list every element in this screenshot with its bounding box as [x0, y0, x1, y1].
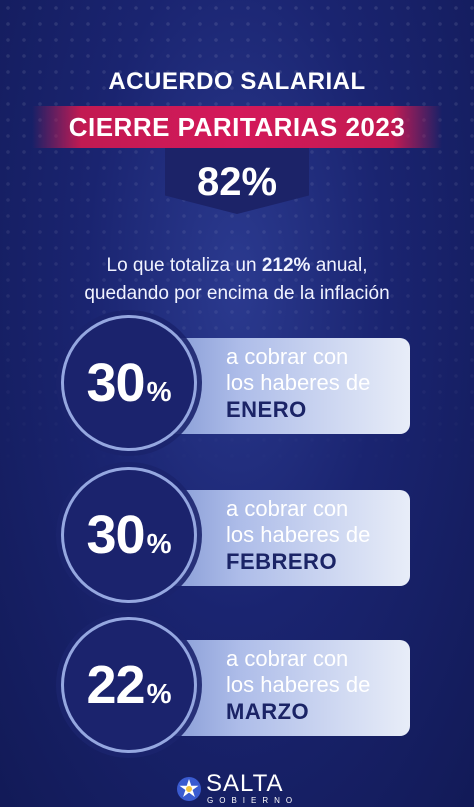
installment-line-1: a cobrar con: [226, 496, 349, 521]
installment-percent: 30%: [64, 318, 194, 448]
logo-text: SALTA: [206, 770, 284, 797]
total-increase-value: 82%: [196, 160, 278, 204]
installment-march: a cobrar con los haberes de MARZO 22%: [0, 620, 474, 760]
percent-circle: [64, 470, 194, 600]
installment-card: a cobrar con los haberes de ENERO: [150, 338, 410, 434]
installment-month: MARZO: [226, 699, 310, 724]
installment-percent: 22%: [64, 620, 194, 750]
header-title: ACUERDO SALARIAL: [108, 68, 366, 95]
percent-number: 22: [86, 655, 146, 715]
installment-percent: 30%: [64, 470, 194, 600]
installment-line-1: a cobrar con: [226, 646, 349, 671]
installment-february: a cobrar con los haberes de FEBRERO 30%: [0, 470, 474, 610]
sun-star-icon: [177, 777, 201, 801]
percent-circle: [64, 318, 194, 448]
footer-logo: SALTA GOBIERNO: [0, 766, 474, 807]
summary-line-1: Lo que totaliza un 212% anual,: [106, 255, 368, 276]
installment-line-2: los haberes de: [226, 672, 371, 697]
percent-circle: [64, 620, 194, 750]
installment-month: FEBRERO: [226, 549, 338, 574]
logo-subtext: GOBIERNO: [207, 796, 299, 805]
percent-number: 30: [86, 505, 146, 565]
percent-number: 30: [86, 353, 146, 413]
percent-symbol: %: [146, 376, 172, 407]
banner-text: CIERRE PARITARIAS 2023: [68, 111, 406, 142]
summary-line-2: quedando por encima de la inflación: [84, 283, 390, 304]
percent-symbol: %: [146, 678, 172, 709]
percent-symbol: %: [146, 528, 172, 559]
summary-annual-percent: 212%: [261, 255, 311, 276]
installment-line-1: a cobrar con: [226, 344, 349, 369]
installment-line-2: los haberes de: [226, 370, 371, 395]
installment-month: ENERO: [226, 397, 307, 422]
red-banner: CIERRE PARITARIAS 2023: [32, 106, 442, 148]
summary-text: Lo que totaliza un 212% anual, quedando …: [0, 252, 474, 308]
installment-january: a cobrar con los haberes de ENERO 30%: [0, 318, 474, 458]
installment-line-2: los haberes de: [226, 522, 371, 547]
